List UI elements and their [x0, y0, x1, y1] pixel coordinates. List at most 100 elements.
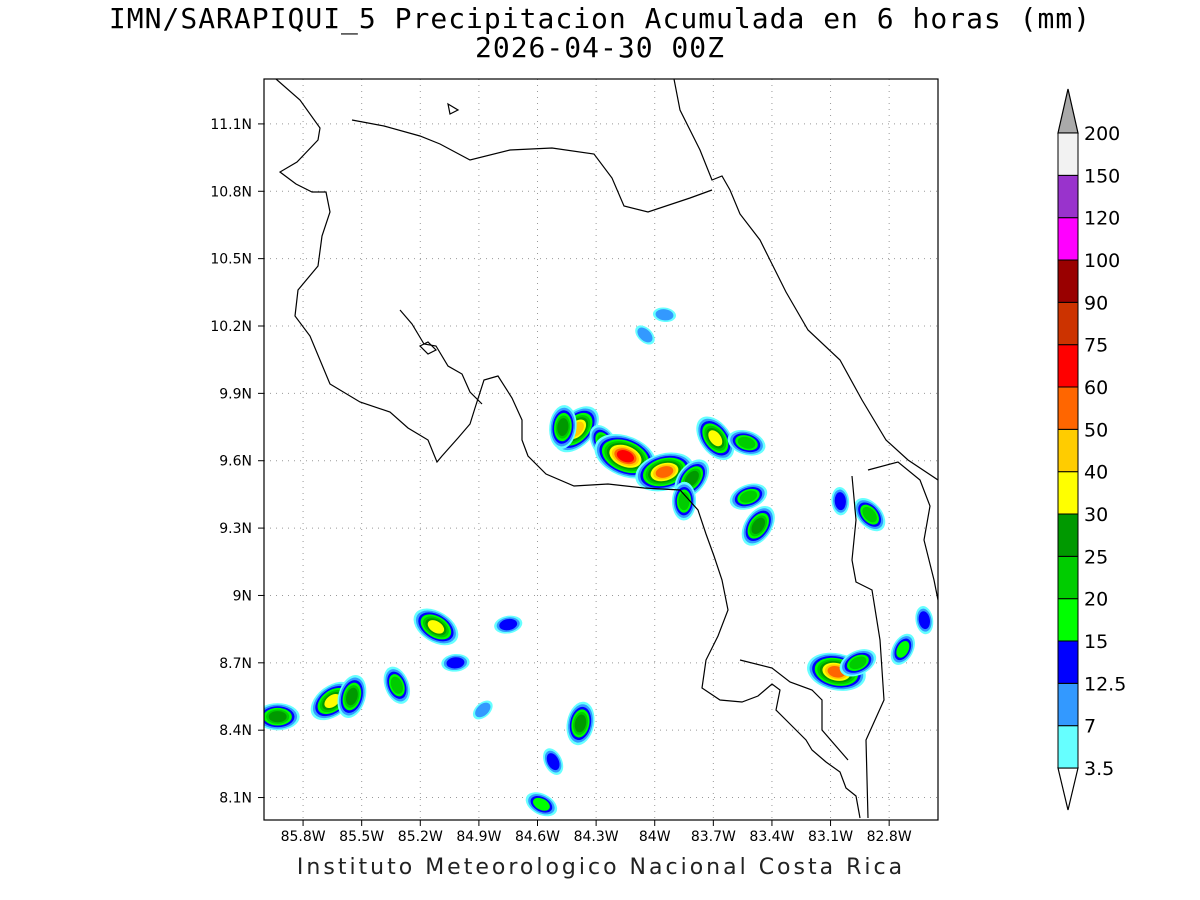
colorbar-label: 50: [1084, 419, 1108, 441]
lat-tick-label: 8.4N: [219, 723, 252, 739]
precip-cell: [853, 497, 886, 532]
chart-title: IMN/SARAPIQUI_5 Precipitacion Acumulada …: [108, 2, 1092, 35]
colorbar-label: 120: [1084, 208, 1120, 230]
precip-contour: [918, 611, 931, 630]
precip-contour: [475, 702, 491, 718]
colorbar-box: [1057, 682, 1079, 727]
colorbar-box: [1057, 301, 1079, 346]
precip-cell: [594, 434, 657, 479]
colorbar-label: 20: [1084, 589, 1108, 611]
lat-tick-label: 8.1N: [219, 791, 252, 807]
lon-tick-label: 83.1W: [808, 829, 853, 845]
precip-contour: [533, 797, 550, 811]
precip-cell: [635, 325, 655, 345]
precip-contour: [557, 418, 569, 437]
lat-tick-label: 10.5N: [210, 252, 252, 268]
lat-tick-label: 11.1N: [210, 117, 252, 133]
colorbar-box: [1057, 725, 1079, 769]
precip-cell: [890, 633, 915, 665]
precip-contour: [737, 436, 756, 449]
lat-tick-label: 8.7N: [219, 656, 252, 672]
colorbar-box: [1057, 259, 1079, 303]
colorbar-box: [1057, 217, 1079, 261]
precip-cell: [543, 748, 564, 775]
colorbar-label: 100: [1084, 250, 1120, 272]
colorbar-box: [1057, 598, 1079, 642]
precip-cell: [839, 649, 877, 677]
longitude-ticks: 85.8W 85.5W 85.2W 84.9W 84.6W 84.3W 84W 83.7W 83…: [281, 820, 912, 845]
precip-contour: [708, 430, 723, 447]
precip-contour: [446, 657, 465, 669]
island: [418, 341, 438, 355]
nicoya-gulf: [399, 309, 483, 405]
precip-contour: [546, 753, 560, 771]
precip-cell: [696, 416, 735, 461]
lon-tick-label: 84W: [639, 829, 671, 845]
precip-cell: [671, 481, 697, 521]
colorbar-upper-arrow: [1057, 88, 1079, 134]
lat-tick-label: 10.8N: [210, 184, 252, 200]
border-nicaragua: [351, 119, 713, 213]
precip-cell: [383, 666, 411, 704]
colorbar-label: 30: [1084, 504, 1108, 526]
lon-tick-label: 84.9W: [456, 829, 501, 845]
precip-contour: [849, 656, 867, 670]
coastline: [275, 79, 938, 819]
east-coast-panama: [867, 461, 938, 601]
precip-contour: [427, 620, 445, 634]
precip-contour: [324, 693, 341, 709]
colorbar-label: 40: [1084, 462, 1108, 484]
precip-cell: [472, 700, 493, 720]
lat-tick-label: 9.9N: [219, 386, 252, 402]
precip-contour: [655, 309, 674, 321]
precip-contour: [678, 492, 690, 511]
precip-cell: [831, 486, 850, 516]
precip-cell: [494, 615, 523, 634]
lon-tick-label: 85.8W: [281, 829, 326, 845]
colorbar-label: 60: [1084, 377, 1108, 399]
colorbar-box: [1057, 640, 1079, 684]
lat-tick-label: 9N: [233, 588, 252, 604]
colorbar-box: [1057, 513, 1079, 557]
colorbar-lower-arrow: [1057, 767, 1079, 811]
colorbar-label: 150: [1084, 165, 1120, 187]
precip-contour: [499, 618, 518, 631]
chart-subtitle: 2026-04-30 00Z: [474, 31, 725, 64]
colorbar-label: 15: [1084, 631, 1108, 653]
precip-cell: [337, 675, 367, 718]
osa-peninsula: [739, 659, 849, 761]
colorbar-label: 7: [1084, 716, 1096, 738]
precip-cell: [441, 653, 470, 672]
precip-cell: [915, 606, 934, 635]
precipitation-field: [264, 307, 934, 817]
lat-tick-label: 9.6N: [219, 454, 252, 470]
precip-cell: [729, 483, 768, 510]
lon-tick-label: 82.8W: [867, 829, 912, 845]
precip-contour: [574, 714, 587, 733]
latitude-ticks: 11.1N 10.8N 10.5N 10.2N 9.9N 9.6N 9.3N 9N 8.7N 8.…: [210, 117, 264, 807]
precip-contour: [655, 466, 674, 478]
colorbar-label: 75: [1084, 335, 1108, 357]
colorbar-label: 200: [1084, 123, 1120, 145]
precip-cell: [727, 429, 766, 456]
lon-tick-label: 85.2W: [398, 829, 443, 845]
colorbar-label: 12.5: [1084, 673, 1126, 695]
colorbar-box: [1057, 344, 1079, 388]
precip-cell: [264, 703, 300, 731]
precip-contour: [268, 711, 287, 723]
coastline-north: [275, 79, 861, 819]
precip-cell: [566, 701, 595, 746]
lat-tick-label: 10.2N: [210, 319, 252, 335]
precip-cell: [525, 792, 558, 817]
precip-cell: [741, 505, 775, 546]
precip-cell: [652, 307, 677, 323]
lon-tick-label: 85.5W: [339, 829, 384, 845]
precip-contour: [834, 492, 846, 511]
precip-cell: [549, 405, 577, 449]
lat-tick-label: 9.3N: [219, 521, 252, 537]
colorbar-label: 90: [1084, 292, 1108, 314]
precip-contour: [751, 517, 766, 534]
colorbar-label: 3.5: [1084, 758, 1114, 780]
precip-contour: [390, 676, 403, 694]
